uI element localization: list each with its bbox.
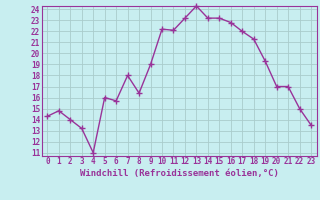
X-axis label: Windchill (Refroidissement éolien,°C): Windchill (Refroidissement éolien,°C) bbox=[80, 169, 279, 178]
